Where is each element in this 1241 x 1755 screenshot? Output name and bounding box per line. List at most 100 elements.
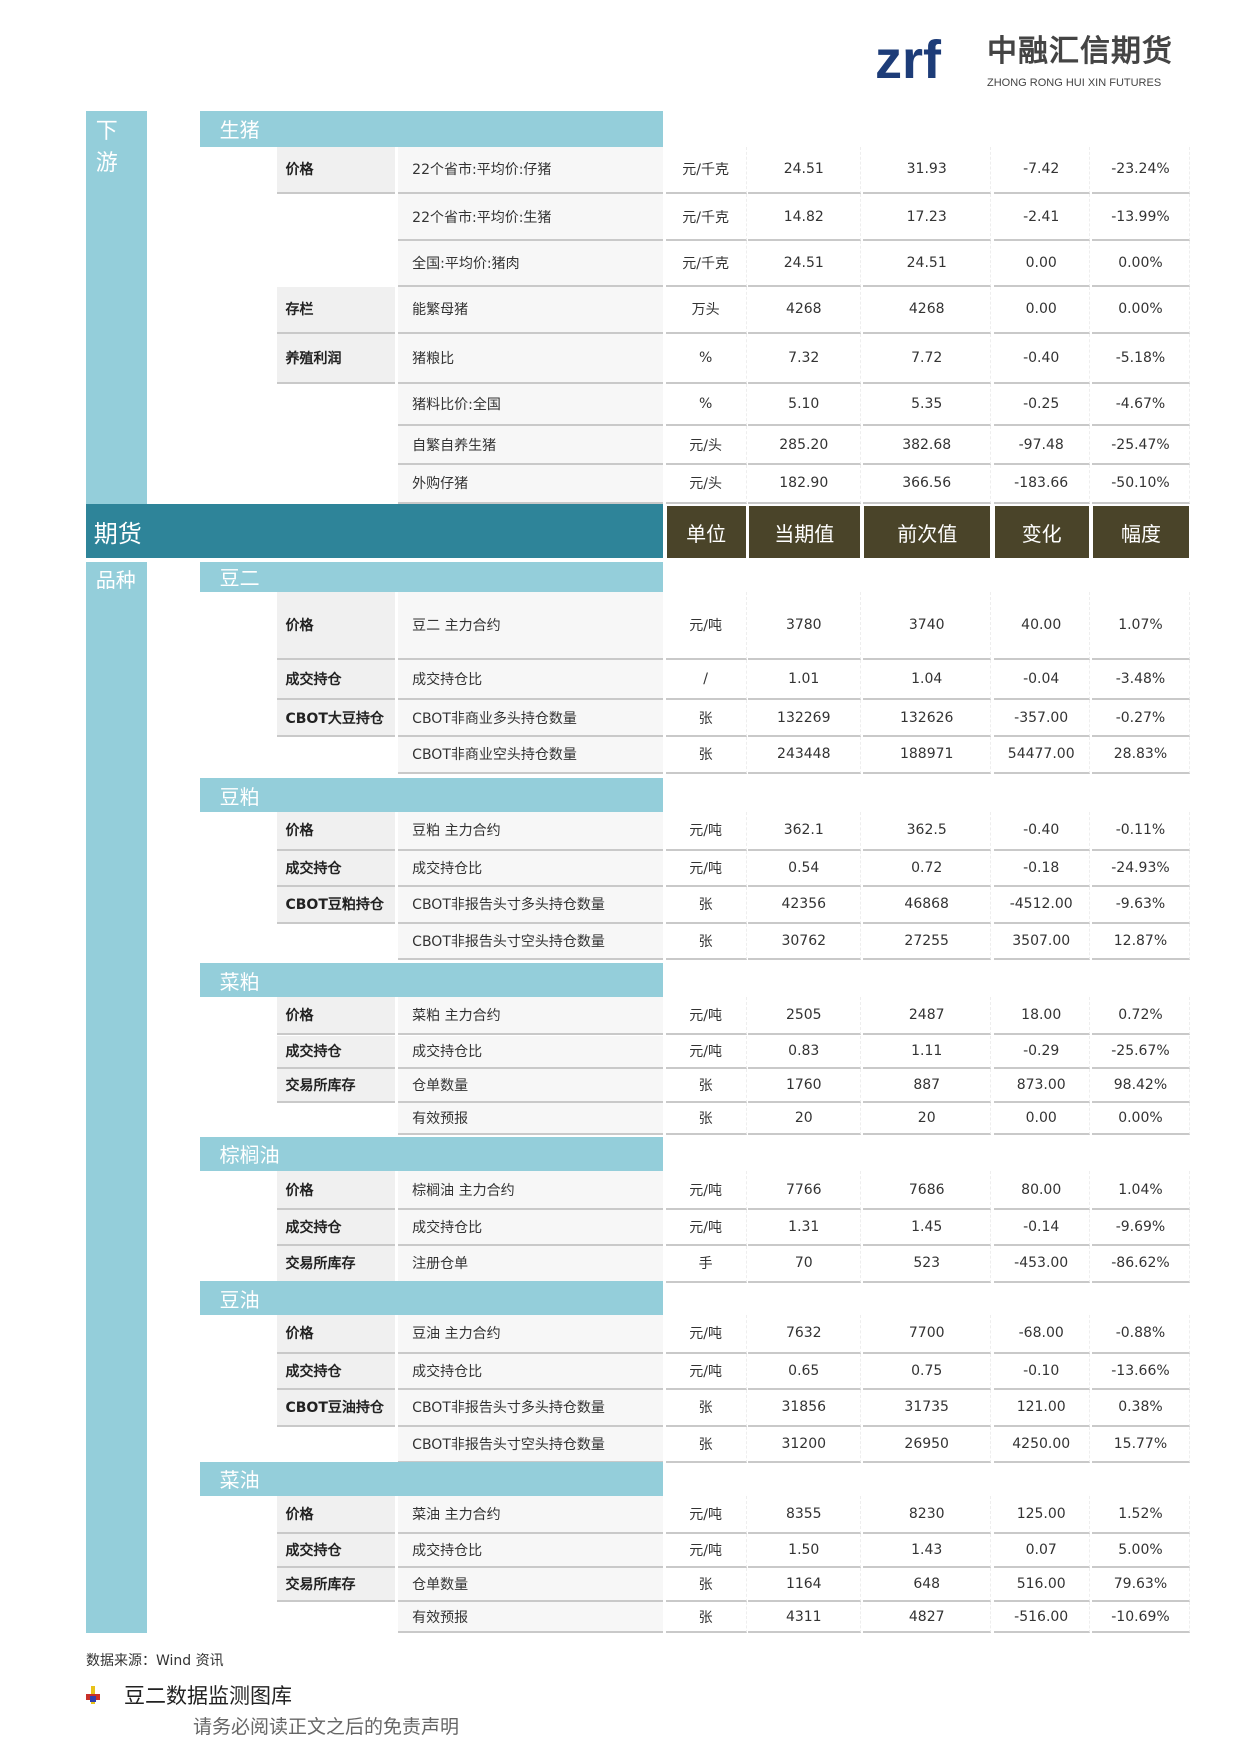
category-label: CBOT豆粕持仓 [277, 886, 395, 924]
category-label: 价格 [277, 592, 395, 660]
unit-cell: 元/头 [665, 426, 747, 465]
change-cell: 0.00 [993, 1103, 1090, 1135]
previous-value-cell: 523 [862, 1246, 992, 1283]
previous-value-cell: 1.04 [862, 659, 992, 701]
item-name: 成交持仓比 [398, 1353, 664, 1390]
change-cell: 873.00 [993, 1069, 1090, 1104]
change-pct-cell: -86.62% [1091, 1246, 1191, 1283]
previous-value-cell: 887 [862, 1069, 992, 1104]
previous-value-cell: 1.11 [862, 1035, 992, 1070]
unit-cell: 手 [665, 1246, 747, 1283]
unit-cell: 元/吨 [665, 592, 747, 660]
item-name: 外购仔猪 [398, 464, 664, 505]
change-pct-cell: -10.69% [1091, 1601, 1191, 1634]
unit-cell: 张 [665, 1103, 747, 1135]
unit-cell: 元/吨 [665, 1495, 747, 1535]
unit-cell: 张 [665, 1567, 747, 1602]
change-cell: -0.10 [993, 1353, 1090, 1390]
unit-cell: 张 [665, 1601, 747, 1634]
change-pct-cell: -0.88% [1091, 1315, 1191, 1354]
change-pct-cell: 0.00% [1091, 241, 1191, 287]
item-name: 有效预报 [398, 1103, 664, 1135]
change-cell: 0.00 [993, 286, 1090, 334]
pin-icon [86, 1686, 100, 1704]
item-name: 全国:平均价:猪肉 [398, 241, 664, 287]
unit-cell: 元/吨 [665, 1035, 747, 1070]
change-cell: 125.00 [993, 1495, 1090, 1535]
change-pct-cell: 1.52% [1091, 1495, 1191, 1535]
current-value-cell: 3780 [747, 592, 861, 660]
item-name: 成交持仓比 [398, 1210, 664, 1247]
change-pct-cell: 5.00% [1091, 1534, 1191, 1568]
change-cell: -183.66 [993, 464, 1090, 505]
library-title: 豆二数据监测图库 [124, 1684, 292, 1708]
previous-value-cell: 26950 [862, 1426, 992, 1463]
change-cell: -453.00 [993, 1246, 1090, 1283]
category-label: 成交持仓 [277, 659, 395, 701]
category-label: 成交持仓 [277, 850, 395, 887]
change-cell: -68.00 [993, 1315, 1090, 1354]
current-value-cell: 1.50 [747, 1534, 861, 1568]
previous-value-cell: 2487 [862, 997, 992, 1036]
previous-value-cell: 7.72 [862, 333, 992, 384]
current-value-cell: 30762 [747, 923, 861, 960]
current-value-cell: 31856 [747, 1389, 861, 1427]
unit-cell: / [665, 659, 747, 701]
change-pct-cell: -4.67% [1091, 383, 1191, 427]
item-name: 菜油 主力合约 [398, 1495, 664, 1535]
current-value-cell: 7766 [747, 1170, 861, 1211]
change-cell: 80.00 [993, 1170, 1090, 1211]
unit-cell: % [665, 333, 747, 384]
change-cell: -357.00 [993, 700, 1090, 737]
category-label: 价格 [277, 1315, 395, 1354]
change-pct-cell: 15.77% [1091, 1426, 1191, 1463]
change-cell: -0.40 [993, 333, 1090, 384]
previous-value-cell: 20 [862, 1103, 992, 1135]
unit-cell: 张 [665, 1069, 747, 1104]
unit-cell: 元/吨 [665, 1210, 747, 1247]
previous-value-cell: 366.56 [862, 464, 992, 505]
previous-value-cell: 1.43 [862, 1534, 992, 1568]
change-pct-cell: -0.11% [1091, 812, 1191, 851]
change-cell: -0.04 [993, 659, 1090, 701]
logo-mark: zrf [875, 30, 941, 90]
category-label: 成交持仓 [277, 1534, 395, 1568]
unit-cell: 张 [665, 700, 747, 737]
current-value-cell: 8355 [747, 1495, 861, 1535]
company-logo: zrf 中融汇信期货 ZHONG RONG HUI XIN FUTURES [875, 28, 1185, 93]
item-name: 仓单数量 [398, 1567, 664, 1602]
unit-cell: 元/千克 [665, 241, 747, 287]
item-name: CBOT非报告头寸多头持仓数量 [398, 1389, 664, 1427]
section-header: 菜粕 [199, 963, 664, 998]
previous-value-cell: 8230 [862, 1495, 992, 1535]
change-cell: -0.18 [993, 850, 1090, 887]
category-label: 存栏 [277, 286, 395, 334]
unit-cell: 元/吨 [665, 1315, 747, 1354]
current-value-cell: 70 [747, 1246, 861, 1283]
item-name: 能繁母猪 [398, 286, 664, 334]
section-header: 菜油 [199, 1461, 664, 1496]
previous-value-cell: 31.93 [862, 146, 992, 194]
change-pct-cell: -3.48% [1091, 659, 1191, 701]
category-label: 价格 [277, 1170, 395, 1211]
column-header: 当期值 [748, 506, 860, 559]
category-label: 成交持仓 [277, 1210, 395, 1247]
current-value-cell: 0.83 [747, 1035, 861, 1070]
column-header: 单位 [666, 506, 746, 559]
current-value-cell: 42356 [747, 886, 861, 924]
category-label: CBOT豆油持仓 [277, 1389, 395, 1427]
change-pct-cell: -24.93% [1091, 850, 1191, 887]
change-pct-cell: 0.00% [1091, 286, 1191, 334]
previous-value-cell: 17.23 [862, 194, 992, 242]
category-label: 价格 [277, 146, 395, 194]
change-pct-cell: -13.66% [1091, 1353, 1191, 1390]
change-pct-cell: 79.63% [1091, 1567, 1191, 1602]
change-pct-cell: 0.00% [1091, 1103, 1191, 1135]
current-value-cell: 1.31 [747, 1210, 861, 1247]
side-label-downstream: 下游 [85, 110, 147, 505]
change-cell: -97.48 [993, 426, 1090, 465]
category-label: 成交持仓 [277, 1035, 395, 1070]
section-header: 豆二 [199, 561, 664, 593]
item-name: 豆粕 主力合约 [398, 812, 664, 851]
change-pct-cell: 98.42% [1091, 1069, 1191, 1104]
